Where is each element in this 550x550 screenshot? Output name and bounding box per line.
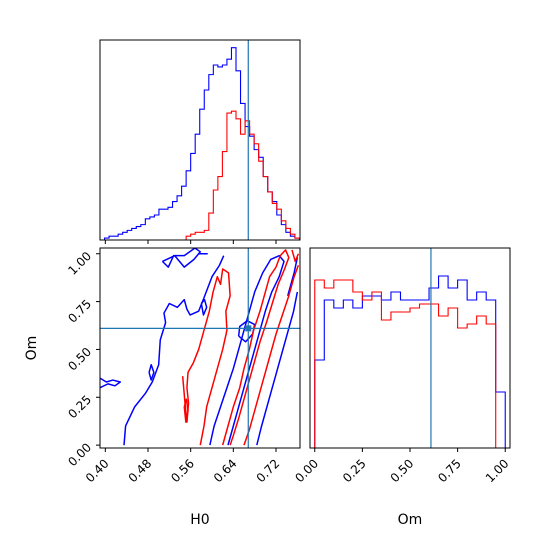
contour-H0-Om-xtick-label: 0.72 <box>254 456 283 485</box>
hist-H0-blue-histogram-step <box>100 47 300 240</box>
hist-Om-frame <box>309 247 511 449</box>
contour-H0-Om-xtick-label: 0.48 <box>126 456 155 485</box>
hist-Om-blue-histogram-step <box>314 275 506 448</box>
contour-red-line-3 <box>243 264 300 446</box>
contour-blue-line-1 <box>123 255 225 446</box>
contour-red-line-1 <box>183 398 189 423</box>
contour-blue-line-6 <box>237 319 256 343</box>
truth-marker <box>245 325 252 332</box>
hist-Om-red-histogram-step <box>314 279 506 448</box>
hist-H0-red-histogram-step <box>100 110 300 240</box>
h0-histogram-panel <box>99 39 301 244</box>
hist-H0-frame <box>99 39 301 241</box>
contour-blue-line-2 <box>148 363 155 381</box>
hist-Om-xtick-label: 0.00 <box>292 456 321 485</box>
hist-Om-plot-area <box>314 248 506 448</box>
contour-blue-line-5 <box>209 254 285 446</box>
hist-Om-xtick-label: 0.75 <box>435 456 464 485</box>
contour-blue-line-4 <box>200 298 208 316</box>
contour-H0-Om-ytick-label: 0.75 <box>65 297 94 326</box>
contour-red-line-2 <box>221 249 290 446</box>
contour-H0-Om-xtick-label: 0.40 <box>83 456 112 485</box>
contour-H0-Om-ytick-label: 0.00 <box>65 440 94 469</box>
contour-H0-Om-xtick-label: 0.64 <box>211 456 240 485</box>
hist-Om-xtick-label: 0.25 <box>340 456 369 485</box>
contour-red-line-0 <box>181 268 231 446</box>
contour-H0-Om-xlabel: H0 <box>190 512 209 528</box>
h0-om-contour-panel: 0.40 0.48 0.56 0.64 0.72 0.00 0.25 0.50 0.75 1.00… <box>24 247 301 528</box>
contour-blue-line-8 <box>287 257 299 297</box>
contour-H0-Om-ytick-label: 0.50 <box>65 345 94 374</box>
contour-blue-line-0 <box>100 377 122 389</box>
hist-Om-xtick-label: 1.00 <box>483 456 512 485</box>
contour-H0-Om-ylabel: Om <box>24 336 40 361</box>
hist-H0-plot-area <box>100 40 300 240</box>
contour-red-line-4 <box>291 249 300 263</box>
contour-blue-line-7 <box>256 291 299 446</box>
contour-H0-Om-frame <box>99 247 301 449</box>
contour-H0-Om-ytick-label: 1.00 <box>65 249 94 278</box>
contour-H0-Om-ytick-label: 0.25 <box>65 393 94 422</box>
contour-blue-line-3 <box>161 248 202 268</box>
om-histogram-panel: 0.00 0.25 0.50 0.75 1.00 Om <box>292 247 512 528</box>
contour-H0-Om-xtick-label: 0.56 <box>168 456 197 485</box>
hist-Om-xlabel: Om <box>398 512 423 528</box>
hist-Om-xtick-label: 0.50 <box>388 456 417 485</box>
contour-H0-Om-plot-area <box>100 248 300 448</box>
